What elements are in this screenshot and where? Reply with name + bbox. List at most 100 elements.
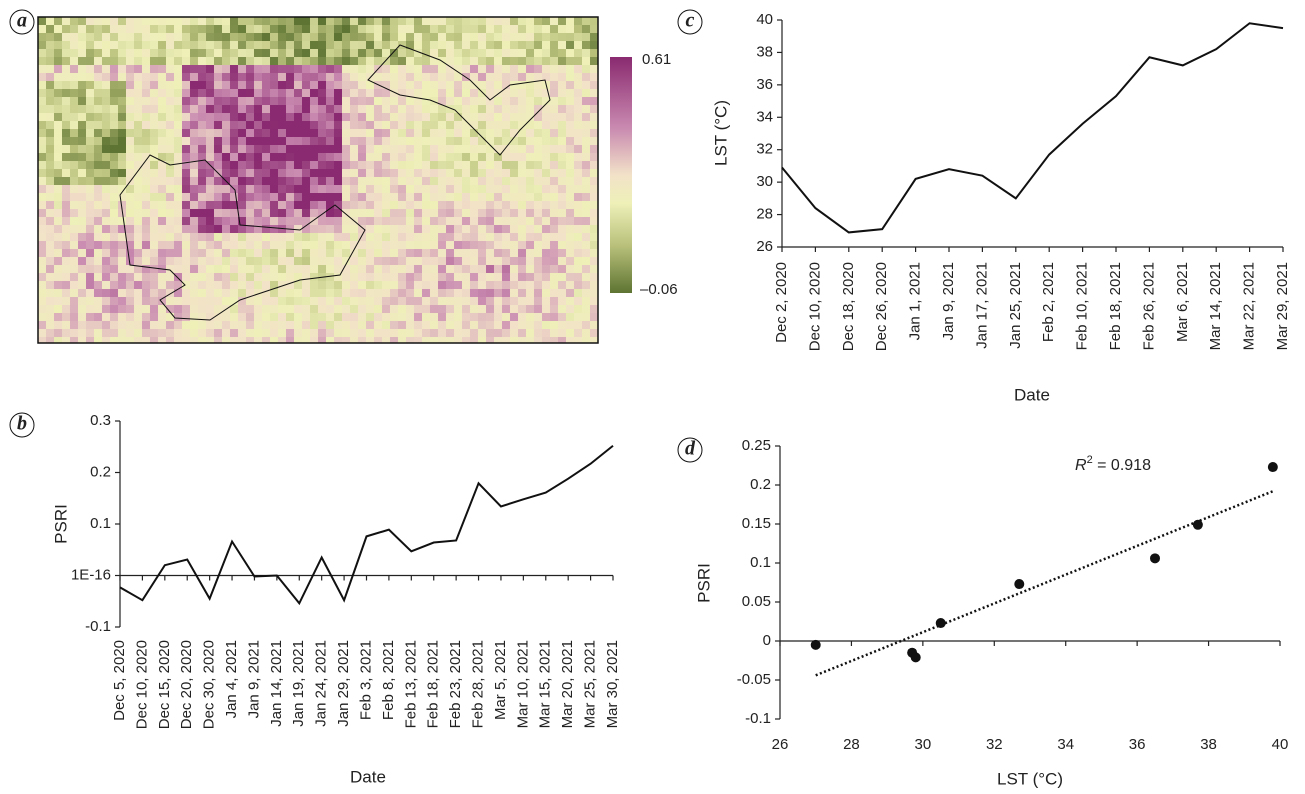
map-cell — [254, 153, 262, 161]
map-cell — [54, 161, 62, 169]
map-cell — [462, 41, 470, 49]
annotation-part: R — [1075, 457, 1087, 474]
map-cell — [526, 105, 534, 113]
map-cell — [46, 329, 54, 337]
map-cell — [406, 129, 414, 137]
map-cell — [110, 41, 118, 49]
map-cell — [462, 337, 470, 345]
map-cell — [278, 89, 286, 97]
map-cell — [46, 297, 54, 305]
map-cell — [190, 233, 198, 241]
map-cell — [214, 145, 222, 153]
map-cell — [350, 209, 358, 217]
map-cell — [54, 185, 62, 193]
map-cell — [262, 145, 270, 153]
map-cell — [358, 161, 366, 169]
map-cell — [334, 265, 342, 273]
map-cell — [310, 225, 318, 233]
map-cell — [526, 233, 534, 241]
map-cell — [582, 313, 590, 321]
map-cell — [406, 177, 414, 185]
map-cell — [166, 73, 174, 81]
map-cell — [86, 249, 94, 257]
map-cell — [374, 17, 382, 25]
map-cell — [238, 97, 246, 105]
map-cell — [350, 201, 358, 209]
map-cell — [214, 273, 222, 281]
map-cell — [342, 249, 350, 257]
map-cell — [374, 169, 382, 177]
map-cell — [126, 41, 134, 49]
map-cell — [318, 177, 326, 185]
map-cell — [566, 193, 574, 201]
map-cell — [238, 177, 246, 185]
map-cell — [558, 57, 566, 65]
map-cell — [374, 201, 382, 209]
map-cell — [550, 249, 558, 257]
map-cell — [558, 337, 566, 345]
map-cell — [590, 65, 598, 73]
map-cell — [478, 329, 486, 337]
map-cell — [454, 289, 462, 297]
map-cell — [438, 201, 446, 209]
map-cell — [342, 121, 350, 129]
map-cell — [262, 209, 270, 217]
map-cell — [230, 209, 238, 217]
map-cell — [278, 329, 286, 337]
map-cell — [470, 185, 478, 193]
map-cell — [126, 49, 134, 57]
map-cell — [70, 25, 78, 33]
map-cell — [398, 281, 406, 289]
map-cell — [374, 281, 382, 289]
map-cell — [246, 41, 254, 49]
map-cell — [134, 297, 142, 305]
map-cell — [78, 145, 86, 153]
x-tick-label: Feb 23, 2021 — [447, 640, 464, 728]
map-cell — [302, 137, 310, 145]
map-cell — [406, 257, 414, 265]
map-cell — [542, 337, 550, 345]
map-cell — [590, 329, 598, 337]
map-cell — [294, 97, 302, 105]
map-cell — [94, 185, 102, 193]
map-cell — [46, 225, 54, 233]
map-cell — [574, 41, 582, 49]
map-cell — [214, 185, 222, 193]
map-cell — [398, 57, 406, 65]
map-cell — [406, 153, 414, 161]
map-cell — [526, 57, 534, 65]
map-cell — [462, 241, 470, 249]
map-cell — [190, 153, 198, 161]
map-cell — [246, 73, 254, 81]
map-cell — [38, 73, 46, 81]
map-cell — [262, 273, 270, 281]
map-cell — [70, 281, 78, 289]
map-cell — [222, 57, 230, 65]
map-cell — [262, 297, 270, 305]
map-cell — [102, 41, 110, 49]
map-cell — [222, 337, 230, 345]
map-cell — [406, 33, 414, 41]
map-cell — [422, 273, 430, 281]
map-cell — [574, 265, 582, 273]
map-cell — [182, 217, 190, 225]
map-cell — [150, 41, 158, 49]
map-cell — [262, 137, 270, 145]
map-cell — [494, 145, 502, 153]
map-cell — [382, 297, 390, 305]
map-cell — [382, 209, 390, 217]
map-cell — [366, 297, 374, 305]
map-cell — [350, 145, 358, 153]
map-cell — [54, 169, 62, 177]
map-cell — [286, 329, 294, 337]
map-cell — [510, 209, 518, 217]
map-cell — [70, 265, 78, 273]
map-cell — [286, 305, 294, 313]
map-cell — [102, 233, 110, 241]
map-cell — [206, 25, 214, 33]
map-cell — [534, 89, 542, 97]
map-cell — [86, 281, 94, 289]
map-cell — [270, 145, 278, 153]
map-cell — [454, 25, 462, 33]
map-cell — [134, 49, 142, 57]
